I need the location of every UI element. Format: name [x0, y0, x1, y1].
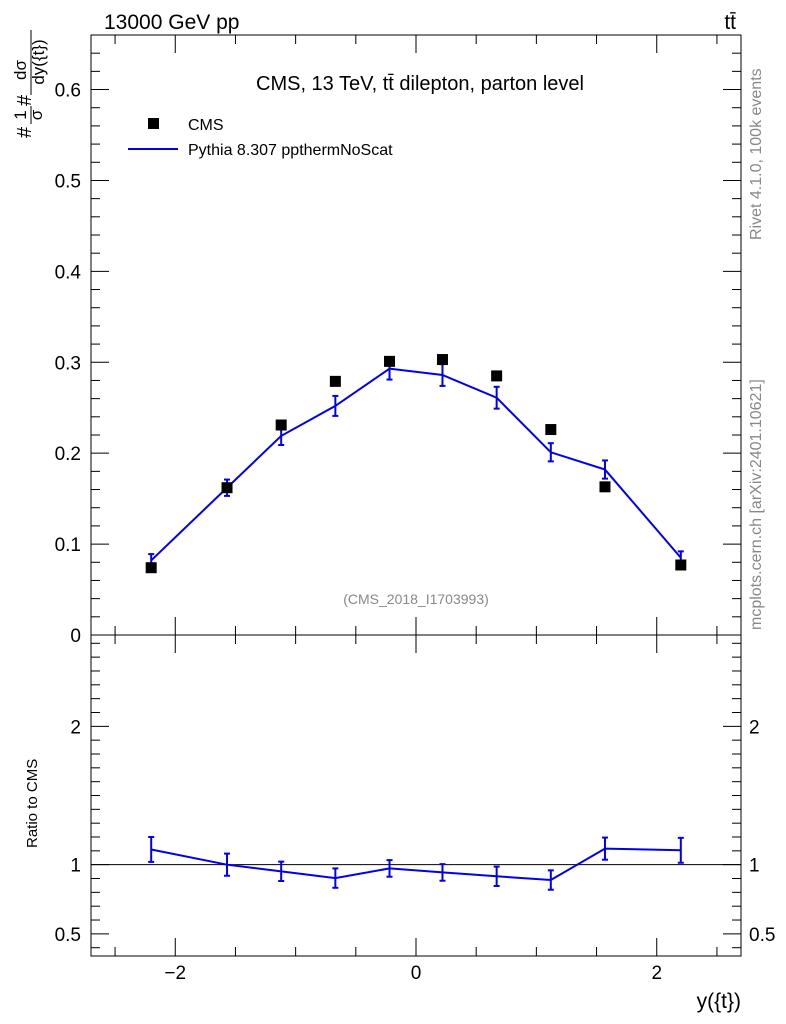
main-y-tick-label: 0.6 [55, 81, 81, 102]
energy-label: 13000 GeV pp [104, 11, 239, 34]
mc-curve [150, 367, 682, 562]
cms-data-point [275, 419, 287, 431]
main-series-layer [145, 354, 687, 574]
x-axis-title: y({t}) [697, 990, 741, 1013]
ratio-y-tick-label-right: 1 [749, 856, 760, 877]
ratio-axis-ticks [91, 635, 741, 956]
x-tick-label: 0 [411, 963, 422, 984]
ratio-y-tick-labels: 0.5 1 2 [55, 717, 81, 946]
cms-data-point [545, 424, 557, 436]
mcplots-reference-text: mcplots.cern.ch [arXiv:2401.10621] [748, 379, 765, 630]
main-y-tick-label: 0 [70, 626, 81, 647]
svg-text:1: 1 [11, 110, 30, 119]
rivet-version-text: Rivet 4.1.0, 100k events [748, 68, 765, 240]
main-y-tick-label: 0.5 [55, 171, 81, 192]
ratio-curve [150, 847, 681, 882]
cms-data-point [675, 559, 687, 571]
ratio-y-tick-label: 0.5 [55, 925, 81, 946]
ratio-y-axis-title: Ratio to CMS [24, 759, 41, 848]
process-label: tt̄ [724, 11, 736, 34]
cms-data-point [436, 354, 448, 366]
cms-data-point [491, 370, 503, 382]
legend-mc-label: Pythia 8.307 ppthermNoScat [188, 142, 393, 159]
main-y-tick-label: 0.3 [55, 353, 81, 374]
ratio-y-tick-label: 2 [70, 717, 81, 738]
svg-text:σ: σ [27, 109, 46, 120]
svg-text:#: # [14, 94, 36, 106]
cms-data-point [384, 355, 396, 367]
legend: CMS Pythia 8.307 ppthermNoScat [128, 117, 393, 159]
svg-text:dy({t}): dy({t}) [29, 39, 48, 84]
main-axis-ticks [91, 35, 741, 636]
x-tick-label: 2 [651, 963, 662, 984]
svg-text:dσ: dσ [11, 60, 30, 80]
cms-data-point [221, 482, 233, 494]
main-y-axis-title: # 1 σ # dσ dy({t}) [11, 30, 48, 138]
ratio-series-layer [91, 836, 741, 891]
legend-data-marker [148, 118, 159, 129]
ratio-y-tick-label-right: 0.5 [749, 925, 775, 946]
x-tick-label: −2 [164, 963, 186, 984]
chart-title: CMS, 13 TeV, tt̄ dilepton, parton level [256, 73, 584, 95]
svg-text:#: # [14, 126, 36, 138]
main-y-tick-label: 0.4 [55, 262, 82, 283]
main-y-tick-label: 0.2 [55, 444, 81, 465]
cms-data-point [599, 481, 611, 493]
cms-data-point [145, 562, 157, 574]
main-y-tick-labels: 0 0.1 0.2 0.3 0.4 0.5 0.6 [55, 81, 82, 647]
ratio-y-tick-labels-right: 0.5 1 2 [749, 717, 775, 946]
x-tick-labels: −2 0 2 [164, 963, 662, 984]
legend-data-label: CMS [188, 117, 224, 134]
analysis-watermark: (CMS_2018_I1703993) [343, 591, 489, 607]
ratio-y-tick-label-right: 2 [749, 717, 760, 738]
cms-data-point [329, 375, 341, 387]
ratio-plot-frame [90, 634, 742, 957]
main-y-tick-label: 0.1 [55, 535, 81, 556]
ratio-y-tick-label: 1 [70, 856, 81, 877]
